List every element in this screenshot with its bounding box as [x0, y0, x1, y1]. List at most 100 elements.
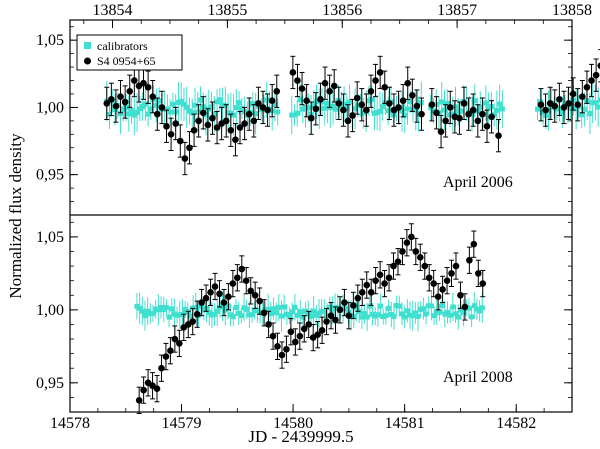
top-s4-point — [195, 117, 202, 125]
top-calibrator-point — [399, 108, 405, 114]
top-calibrator-point — [126, 111, 132, 117]
bottom-calibrator-point — [477, 308, 483, 314]
bottom-calibrator-point — [439, 303, 445, 309]
top-s4-point — [588, 77, 595, 84]
top-ytick-label: 0,95 — [36, 167, 64, 184]
top-calibrator-point — [325, 101, 331, 107]
top-s4-point — [190, 126, 198, 134]
top-calibrator-point — [275, 109, 281, 115]
bottom-panel-april-2008: 0,95 1,00 1,05 14578 14579 14580 14581 14582 — [36, 221, 573, 432]
top-s4-point — [372, 77, 379, 84]
top-calibrator-point — [291, 112, 297, 118]
top-s4-point — [460, 100, 468, 107]
top-s4-point — [363, 106, 370, 114]
top-calibrator-point — [380, 104, 386, 110]
top-calibrator-point — [472, 98, 478, 104]
top-calibrator-point — [455, 109, 461, 115]
bottom-calibrator-point — [212, 311, 218, 317]
bottom-calibrator-point — [396, 303, 402, 309]
top-s4-point — [479, 110, 486, 118]
top-calibrator-point — [123, 104, 129, 110]
top-calibrator-point — [439, 99, 445, 105]
bottom-s4-point — [479, 280, 487, 287]
top-s4-point — [349, 112, 356, 119]
bottom-calibrator-point — [466, 305, 472, 311]
bottom-calibrator-point — [420, 306, 426, 312]
legend-label-s4: S4 0954+65 — [97, 54, 155, 68]
bottom-s4-point — [336, 306, 344, 314]
bottom-calibrator-point — [289, 309, 295, 315]
top-calibrator-point — [231, 112, 237, 118]
top-s4-point — [381, 83, 389, 91]
bottom-s4-point — [207, 289, 214, 296]
top-calibrator-point — [366, 98, 372, 104]
top-calibrator-point — [239, 105, 245, 111]
top-s4-point — [330, 82, 338, 90]
bottom-calibrator-point — [362, 311, 368, 317]
bottom-s4-point — [269, 332, 277, 340]
bottom-calibrator-point — [241, 305, 247, 311]
top-calibrator-point — [441, 107, 447, 113]
bottom-calibrator-point — [284, 311, 290, 317]
bottom-calibrator-point — [364, 314, 370, 320]
bottom-calibrator-point — [158, 304, 164, 310]
bottom-s4-point — [193, 310, 201, 318]
bottom-s4-point — [408, 233, 415, 241]
top-calibrator-point — [203, 112, 209, 118]
bottom-s4-point — [247, 287, 255, 295]
bottom-s4-point — [198, 299, 205, 306]
x-axis-title: JD - 2439999.5 — [248, 427, 353, 446]
top-s4-point — [176, 137, 184, 145]
top-calibrator-point — [483, 100, 489, 106]
top-calibrator-point — [311, 103, 317, 109]
top-calibrator-point — [220, 102, 226, 108]
top-calibrator-point — [402, 112, 408, 118]
bottom-s4-point — [265, 321, 272, 328]
bottom-calibrator-point — [450, 304, 456, 310]
top-calibrator-point — [145, 111, 151, 117]
bottom-calibrator-point — [383, 313, 389, 319]
top-s4-point — [289, 69, 297, 76]
top-calibrator-point — [164, 106, 170, 112]
top-calibrator-point — [590, 100, 596, 106]
top-s4-point — [418, 110, 425, 118]
top-ytick-label: 1,05 — [36, 32, 64, 49]
top-calibrator-point — [338, 103, 344, 109]
bottom-calibrator-point — [254, 307, 260, 313]
top-panel-april-2006: 0,95 1,00 1,05 13854 13855 13856 13857 13858 — [36, 2, 600, 216]
top-xtick-label: 13856 — [322, 2, 362, 19]
top-calibrator-point — [289, 112, 295, 118]
bottom-calibrator-point — [311, 308, 317, 314]
bottom-s4-point — [189, 318, 197, 325]
bottom-s4-point — [171, 335, 179, 343]
top-s4-point — [597, 62, 600, 69]
bottom-calibrator-point — [137, 305, 143, 311]
bottom-s4-point — [287, 328, 295, 336]
bottom-calibrator-point — [273, 310, 279, 316]
bottom-s4-point — [327, 312, 335, 319]
top-s4-point — [495, 132, 502, 139]
top-s4-point — [565, 100, 572, 107]
top-calibrator-point — [573, 106, 579, 112]
top-calibrator-point — [494, 107, 500, 113]
top-calibrator-point — [559, 109, 565, 115]
top-calibrator-point — [153, 102, 159, 108]
top-calibrator-point — [214, 99, 220, 105]
top-calibrator-point — [587, 111, 593, 117]
top-calibrator-point — [535, 106, 541, 112]
bottom-s4-point — [439, 286, 446, 293]
top-s4-point — [268, 97, 276, 104]
top-s4-point — [537, 101, 545, 109]
bottom-calibrator-point — [372, 313, 378, 319]
top-s4-point — [344, 117, 352, 125]
top-calibrator-point — [486, 105, 492, 111]
bottom-s4-point — [394, 258, 402, 265]
bottom-s4-point — [341, 299, 348, 306]
top-calibrator-point — [184, 104, 190, 110]
bottom-calibrator-point — [442, 311, 448, 317]
bottom-calibrator-point — [402, 314, 408, 320]
top-s4-point — [241, 120, 248, 127]
bottom-calibrator-point — [238, 313, 244, 319]
top-s4-point — [294, 77, 301, 84]
bottom-s4-point — [350, 302, 357, 309]
